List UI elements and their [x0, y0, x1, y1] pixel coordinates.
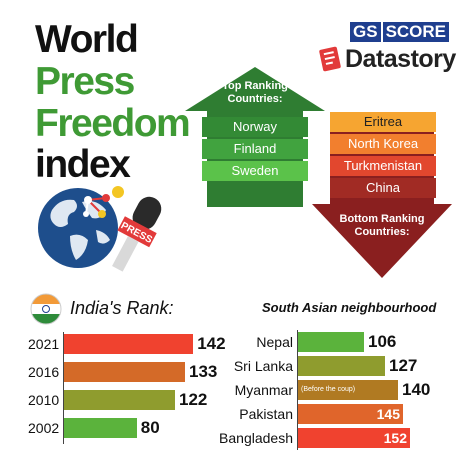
india-year-label: 2021: [28, 336, 60, 352]
south-asia-rank-value: 145: [376, 406, 400, 422]
top-country-3: Sweden: [202, 161, 308, 181]
south-asia-country-label: Bangladesh: [219, 430, 293, 446]
india-rank-heading: India's Rank:: [70, 298, 174, 318]
india-rank-value: 122: [179, 390, 208, 409]
south-asia-row-note: (Before the coup): [301, 386, 356, 393]
india-rank-bar: [64, 334, 194, 354]
south-asia-rank-value: 106: [368, 332, 397, 351]
south-asia-rank-bar: [298, 404, 403, 424]
title-line-world: World: [35, 18, 139, 61]
india-rank-value: 142: [197, 334, 226, 353]
title-line-press: Press: [35, 60, 135, 103]
south-asia-rank-value: 127: [389, 356, 418, 375]
south-asia-heading: South Asian neighbourhood: [262, 300, 437, 315]
india-flag-icon: [30, 293, 62, 325]
brand-wordmark: GS SCORE: [350, 22, 450, 42]
brand-score: SCORE: [382, 22, 450, 42]
india-year-label: 2016: [28, 364, 60, 380]
south-asia-country-label: Pakistan: [239, 406, 293, 422]
top-country-1: Norway: [202, 117, 308, 137]
india-rank-value: 133: [189, 362, 218, 381]
south-asia-rank-bar: [298, 332, 364, 352]
brand-datastory: Datastory: [345, 45, 456, 73]
india-rank-bar: [64, 390, 176, 410]
brand-gs: GS: [350, 22, 381, 42]
title-line-index: index: [35, 143, 131, 186]
bottom-country-2: North Korea: [330, 134, 436, 154]
title-line-freedom: Freedom: [35, 102, 191, 145]
south-asia-rank-value: 152: [383, 430, 407, 446]
south-asia-rank-value: 140: [402, 380, 431, 399]
south-asia-rank-bar: [298, 356, 385, 376]
south-asia-chart-axis: [297, 330, 298, 450]
india-rank-bar: [64, 362, 186, 382]
india-year-label: 2010: [28, 392, 60, 408]
datastory-logo-icon: [319, 46, 341, 72]
south-asia-country-label: Myanmar: [234, 382, 293, 398]
india-year-label: 2002: [28, 420, 60, 436]
south-asia-country-label: Nepal: [256, 334, 293, 350]
bottom-country-4: China: [330, 178, 436, 198]
india-rank-bar: [64, 418, 137, 438]
bottom-country-1: Eritrea: [330, 112, 436, 132]
top-ranking-heading: Top Ranking Countries:: [222, 80, 288, 105]
india-chart-axis: [63, 332, 64, 444]
bottom-ranking-heading: Bottom Ranking Countries:: [339, 213, 425, 238]
globe-microphone-icon: PRESS: [38, 186, 162, 272]
top-country-2: Finland: [202, 139, 308, 159]
bottom-country-3: Turkmenistan: [330, 156, 436, 176]
south-asia-rank-bar: [298, 428, 410, 448]
south-asia-country-label: Sri Lanka: [233, 358, 293, 374]
india-rank-value: 80: [140, 418, 160, 437]
south-asia-rank-bar: [298, 380, 398, 400]
